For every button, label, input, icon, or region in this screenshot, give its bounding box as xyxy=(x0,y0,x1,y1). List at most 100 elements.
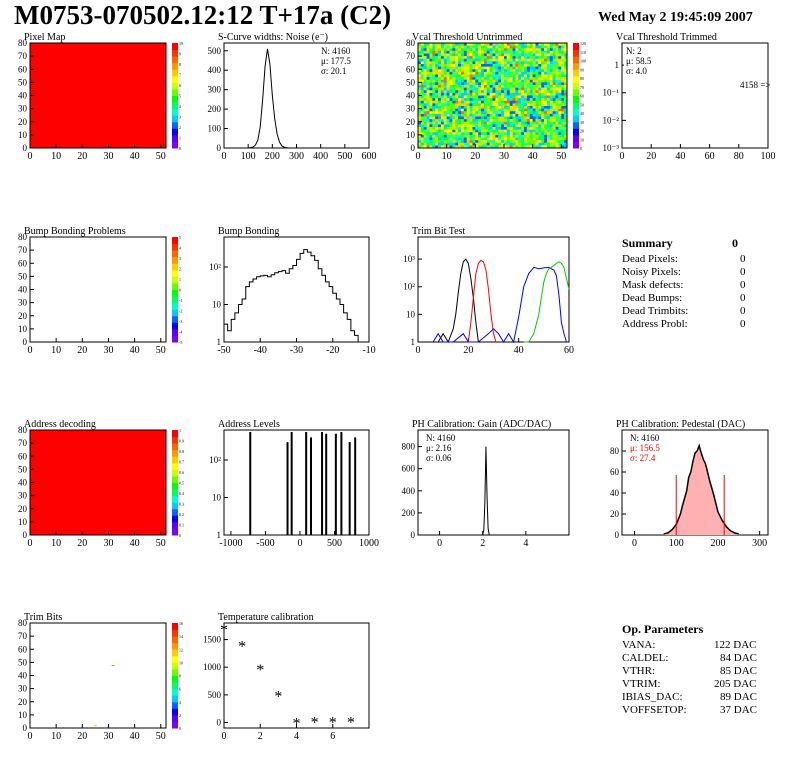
heatmap-cell xyxy=(455,100,459,104)
heatmap-cell xyxy=(506,106,510,109)
heatmap-cell xyxy=(463,111,468,115)
heatmap-cell xyxy=(449,64,453,67)
heatmap-cell xyxy=(535,64,539,67)
heatmap-cell xyxy=(538,69,542,73)
heatmap-cell xyxy=(495,74,499,78)
heatmap-cell xyxy=(524,137,528,141)
heatmap-cell xyxy=(481,66,485,70)
heatmap-cell xyxy=(552,48,556,52)
heatmap-cell xyxy=(420,58,425,62)
plot-frame xyxy=(417,429,570,536)
heatmap-cell xyxy=(546,129,551,133)
heatmap-cell xyxy=(524,79,528,83)
heatmap-cell xyxy=(549,58,553,62)
chart-scurve: S-Curve widths: Noise (e⁻)0 100 200 300 400 5… xyxy=(208,32,377,162)
heatmap-cell xyxy=(532,85,536,88)
heatmap-cell xyxy=(469,64,473,67)
heatmap-cell xyxy=(538,58,542,62)
heatmap-cell xyxy=(486,103,490,107)
heatmap-cell xyxy=(486,48,490,52)
heatmap-cell xyxy=(549,129,553,133)
heatmap-cell xyxy=(506,137,510,141)
heatmap-cell xyxy=(526,129,531,133)
x-tick-label: 40 xyxy=(514,345,524,356)
heatmap-cell xyxy=(564,100,568,104)
heatmap-cell xyxy=(460,79,465,83)
heatmap-cell xyxy=(423,95,427,99)
heatmap-cell xyxy=(544,142,548,146)
heatmap-cell xyxy=(518,137,522,141)
x-tick-label: 10 xyxy=(51,345,61,356)
heatmap-cell xyxy=(472,140,476,144)
heatmap-cell xyxy=(446,108,450,112)
heatmap-cell xyxy=(558,95,562,99)
colorbar-label: 10 xyxy=(179,660,183,665)
heatmap-cell xyxy=(529,45,533,49)
heatmap-cell xyxy=(564,64,568,67)
heatmap-cell xyxy=(529,98,533,102)
heatmap-cell xyxy=(423,61,427,65)
heatmap-cell xyxy=(558,64,562,67)
heatmap-cell xyxy=(420,124,425,128)
heatmap-cell xyxy=(564,106,568,109)
heatmap-cell xyxy=(455,45,459,49)
colorbar-cell xyxy=(573,56,579,64)
x-tick-label: 50 xyxy=(556,151,566,162)
heatmap-cell xyxy=(469,108,473,112)
heatmap-cell xyxy=(489,134,493,138)
heatmap-cell xyxy=(521,124,525,128)
colorbar-label: -5 xyxy=(179,340,182,345)
heatmap-cell xyxy=(561,145,565,149)
heatmap-cell xyxy=(449,92,453,96)
heatmap-cell xyxy=(506,95,510,99)
heatmap-cell xyxy=(460,137,465,141)
colorbar-cell xyxy=(172,695,178,703)
heatmap-cell xyxy=(440,90,445,94)
heatmap-cell xyxy=(492,69,496,73)
heatmap-cell xyxy=(538,48,542,52)
heatmap-cell xyxy=(549,108,553,112)
heatmap-cell xyxy=(452,113,456,117)
heatmap-cell xyxy=(440,134,445,138)
heatmap-cell xyxy=(486,50,490,54)
heatmap-cell xyxy=(506,108,510,112)
heatmap-cell xyxy=(524,77,528,81)
op-param-label: VANA: xyxy=(622,639,656,651)
heatmap-cell xyxy=(469,121,473,125)
heatmap-cell xyxy=(518,79,522,83)
colorbar-cell xyxy=(573,102,579,110)
heatmap-cell xyxy=(541,111,545,115)
heatmap-cell xyxy=(429,85,433,88)
heatmap-cell xyxy=(506,56,510,60)
heatmap-cell xyxy=(489,85,493,88)
x-tick-label: 100 xyxy=(669,538,684,549)
heatmap-cell xyxy=(463,113,468,117)
heatmap-cell xyxy=(503,111,508,115)
heatmap-cell xyxy=(452,64,456,67)
heatmap-cell xyxy=(486,79,490,83)
heatmap-cell xyxy=(526,85,531,88)
heatmap-cell xyxy=(564,124,568,128)
colorbar-cell xyxy=(172,495,178,503)
heatmap-cell xyxy=(489,116,493,120)
chart-title: Bump Bonding xyxy=(218,226,279,237)
heatmap-cell xyxy=(429,137,433,141)
heatmap-cell xyxy=(418,116,422,120)
heatmap-cell xyxy=(518,106,522,109)
heatmap-cell xyxy=(515,43,519,46)
heatmap-cell xyxy=(495,134,499,138)
heatmap-cell xyxy=(524,127,528,130)
heatmap-cell xyxy=(503,82,508,86)
heatmap-cell xyxy=(532,129,536,133)
heatmap-cell xyxy=(503,79,508,83)
heatmap-cell xyxy=(498,69,502,73)
heatmap-cell xyxy=(455,90,459,94)
heatmap-cell xyxy=(552,58,556,62)
heatmap-cell xyxy=(469,43,473,46)
heatmap-cell xyxy=(483,98,488,102)
heatmap-cell xyxy=(529,85,533,88)
heatmap-cell xyxy=(492,98,496,102)
heatmap-cell xyxy=(552,111,556,115)
